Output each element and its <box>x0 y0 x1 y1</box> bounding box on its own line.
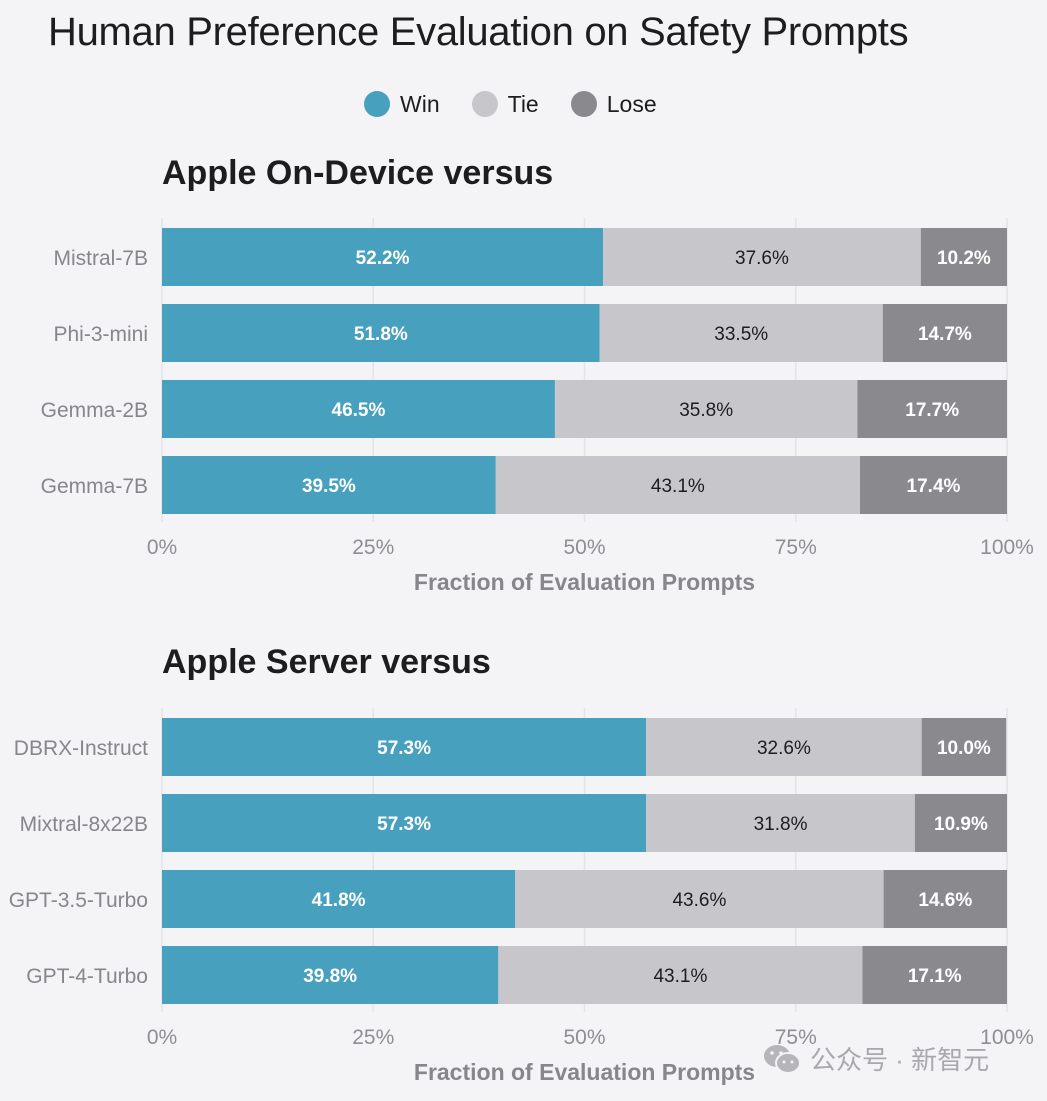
data-label-lose: 17.1% <box>908 966 962 987</box>
y-category-label: Mixtral-8x22B <box>20 813 148 836</box>
data-label-tie: 32.6% <box>757 738 811 759</box>
bar-win <box>162 380 555 438</box>
bar-win <box>162 946 499 1004</box>
y-category-label: Mistral-7B <box>53 247 148 270</box>
data-label-lose: 14.7% <box>918 324 972 345</box>
bar-lose <box>914 794 1007 852</box>
bar-win <box>162 304 600 362</box>
x-tick-label: 75% <box>775 1026 817 1049</box>
data-label-lose: 14.6% <box>918 890 972 911</box>
y-category-label: DBRX-Instruct <box>14 737 148 760</box>
bar-tie <box>495 456 860 514</box>
bar-lose <box>857 380 1007 438</box>
data-label-win: 52.2% <box>356 248 410 269</box>
x-tick-label: 25% <box>352 536 394 559</box>
chart-title: Human Preference Evaluation on Safety Pr… <box>48 10 909 54</box>
chart-server: 0% 25% 50% 75% 100% DBRX-Instruct 57.3% 32.6% 10… <box>9 708 1034 1085</box>
legend-swatch-lose <box>570 91 597 117</box>
data-label-lose: 10.0% <box>937 738 991 759</box>
x-axis-label: Fraction of Evaluation Prompts <box>414 1059 755 1085</box>
data-label-tie: 37.6% <box>735 248 789 269</box>
legend: Win Tie Lose <box>364 88 689 120</box>
data-label-lose: 17.4% <box>907 476 961 497</box>
bar-lose <box>862 946 1007 1004</box>
data-label-win: 57.3% <box>377 738 431 759</box>
legend-swatch-tie <box>471 91 498 117</box>
x-axis-label: Fraction of Evaluation Prompts <box>414 569 755 595</box>
data-label-lose: 17.7% <box>905 400 959 421</box>
data-label-tie: 43.1% <box>651 476 705 497</box>
bar-tie <box>603 228 921 286</box>
x-tick-label: 100% <box>980 1026 1034 1049</box>
bar-tie <box>515 870 884 928</box>
bar-lose <box>859 456 1007 514</box>
y-category-label: Phi-3-mini <box>53 323 148 346</box>
panel-title-on-device: Apple On-Device versus <box>162 154 554 192</box>
x-tick-label: 25% <box>352 1026 394 1049</box>
x-tick-label: 50% <box>563 536 605 559</box>
data-label-win: 46.5% <box>332 400 386 421</box>
chart-on-device: 0% 25% 50% 75% 100% Mistral-7B 52.2% 37.6% 10.2%… <box>41 218 1034 595</box>
data-label-win: 51.8% <box>354 324 408 345</box>
bar-lose <box>882 304 1007 362</box>
data-label-tie: 33.5% <box>714 324 768 345</box>
bar-tie <box>498 946 863 1004</box>
legend-item-tie: Tie <box>471 90 539 118</box>
x-tick-label: 0% <box>147 1026 177 1049</box>
y-category-label: Gemma-2B <box>41 399 148 422</box>
data-label-tie: 35.8% <box>679 400 733 421</box>
wechat-icon <box>764 1044 801 1074</box>
data-label-lose: 10.2% <box>937 248 991 269</box>
data-label-tie: 43.6% <box>672 890 726 911</box>
y-category-label: GPT-4-Turbo <box>26 965 148 988</box>
x-tick-label: 75% <box>775 536 817 559</box>
legend-label-tie: Tie <box>507 90 539 117</box>
bar-win <box>162 228 604 286</box>
x-tick-label: 0% <box>147 536 177 559</box>
y-category-label: GPT-3.5-Turbo <box>9 889 148 912</box>
bar-win <box>162 456 496 514</box>
data-label-win: 39.5% <box>302 476 356 497</box>
bar-tie <box>646 718 922 776</box>
legend-item-lose: Lose <box>570 90 657 118</box>
bar-tie <box>646 794 915 852</box>
bar-lose <box>920 228 1007 286</box>
data-label-tie: 31.8% <box>754 814 808 835</box>
bar-win <box>162 794 647 852</box>
data-label-tie: 43.1% <box>653 966 707 987</box>
data-label-win: 57.3% <box>377 814 431 835</box>
panel-title-server: Apple Server versus <box>162 643 491 681</box>
bar-lose <box>883 870 1007 928</box>
data-label-win: 41.8% <box>312 890 366 911</box>
legend-label-lose: Lose <box>606 90 657 117</box>
legend-item-win: Win <box>364 91 440 118</box>
watermark-text: 公众号 · 新智元 <box>810 1045 990 1075</box>
bar-win <box>162 870 516 928</box>
data-label-lose: 10.9% <box>934 814 988 835</box>
bar-tie <box>554 380 858 438</box>
legend-label-win: Win <box>400 90 440 117</box>
bar-tie <box>599 304 883 362</box>
x-tick-label: 50% <box>563 1026 605 1049</box>
watermark: 公众号 · 新智元 <box>762 1040 989 1077</box>
bar-lose <box>921 718 1007 776</box>
legend-swatch-win <box>364 91 390 117</box>
bar-win <box>162 718 647 776</box>
x-tick-label: 100% <box>980 536 1034 559</box>
data-label-win: 39.8% <box>303 966 357 987</box>
y-category-label: Gemma-7B <box>41 475 148 498</box>
